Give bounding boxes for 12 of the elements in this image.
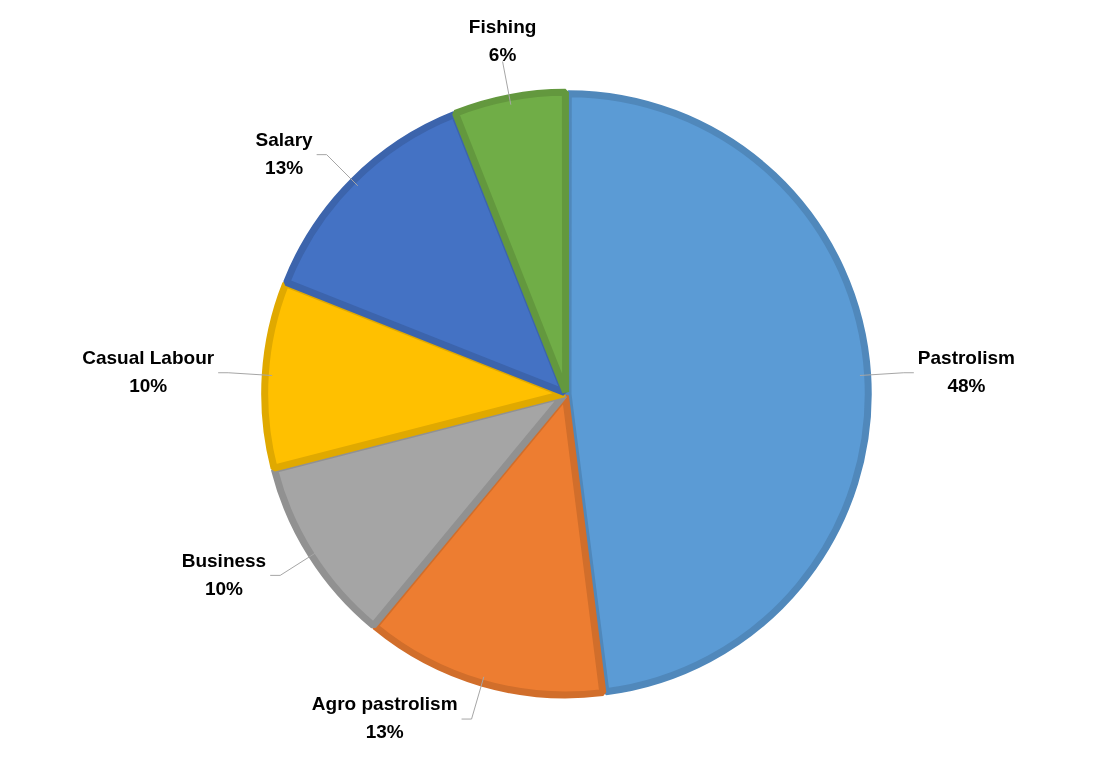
- slice-label: Business: [181, 549, 267, 571]
- slice-label: Agro pastrolism: [311, 693, 458, 715]
- data-label: 13%: [265, 156, 304, 178]
- data-label: 10%: [204, 577, 244, 599]
- slice-label: Fishing: [468, 15, 537, 37]
- slice-label: Salary: [255, 128, 314, 150]
- data-label: 10%: [129, 374, 168, 396]
- data-label: 48%: [947, 374, 986, 396]
- slice-label: Casual Labour: [82, 346, 215, 368]
- data-label: 13%: [365, 721, 404, 743]
- data-label: 6%: [488, 43, 517, 65]
- slice-label: Pastrolism: [917, 346, 1015, 368]
